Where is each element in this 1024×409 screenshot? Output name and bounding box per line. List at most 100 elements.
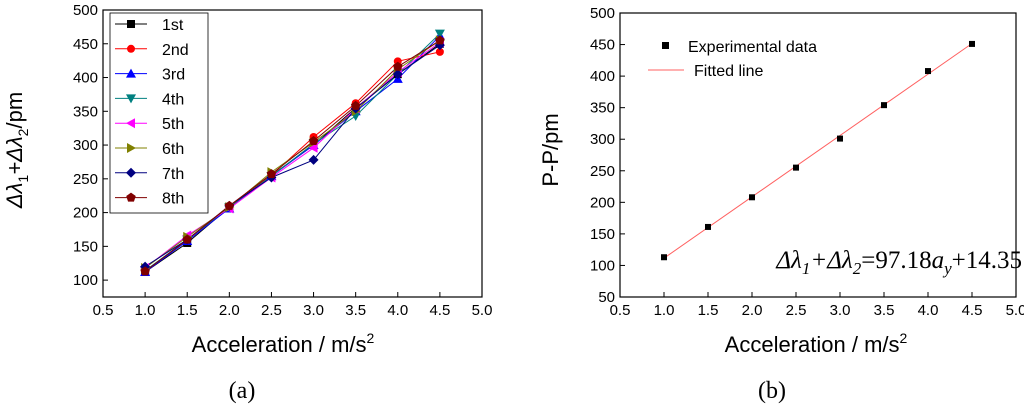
legend-label-6th: 6th bbox=[162, 141, 184, 158]
panel-a-x-tick-label: 5.0 bbox=[472, 302, 493, 319]
legend-marker-4th bbox=[126, 94, 136, 104]
panel-a-chart: 0.5 1.0 1.5 2.0 2.5 3.0 3.5 4.0 4.5 5.0 100 150 200 2… bbox=[2, 2, 492, 404]
legend-label-5th: 5th bbox=[162, 116, 184, 133]
data-point-7th bbox=[392, 69, 403, 80]
panel-a-x-tick-label: 4.0 bbox=[387, 302, 408, 319]
panel-a-x-tick-label: 4.5 bbox=[429, 302, 450, 319]
panel-b-label: (b) bbox=[758, 378, 786, 404]
legend-marker-5th bbox=[126, 118, 135, 129]
panel-b-series bbox=[661, 40, 975, 261]
panel-a-y-tick-label: 400 bbox=[73, 70, 98, 87]
experimental-data-point bbox=[925, 68, 931, 75]
panel-b-plot-frame bbox=[619, 12, 1017, 298]
panel-a-x-tick-label: 3.0 bbox=[303, 302, 324, 319]
panel-b-y-axis-label: P-P/pm bbox=[538, 113, 563, 186]
legend-label-2nd: 2nd bbox=[162, 42, 189, 59]
panel-b-x-tick-label: 5.0 bbox=[1006, 302, 1024, 319]
legend-label-3rd: 3rd bbox=[162, 67, 185, 84]
data-point-8th bbox=[266, 169, 277, 179]
panel-a-x-tick-label: 2.5 bbox=[261, 302, 282, 319]
legend-marker-7th bbox=[126, 167, 136, 178]
panel-b-y-tick-label: 250 bbox=[590, 163, 615, 180]
panel-a-y-tick-label: 150 bbox=[73, 238, 98, 255]
panel-b-y-tick-label: 50 bbox=[598, 289, 615, 306]
panel-b-y-tick-label: 300 bbox=[590, 131, 615, 148]
data-point-8th bbox=[224, 200, 235, 210]
panel-b-y-tick-label: 450 bbox=[590, 37, 615, 54]
legend-label-8th: 8th bbox=[162, 191, 184, 208]
panel-a-y-tick-label: 500 bbox=[73, 2, 98, 19]
data-point-5th bbox=[308, 142, 318, 153]
panel-b-y-tick-label: 200 bbox=[590, 194, 615, 211]
data-point-2nd bbox=[435, 47, 444, 56]
panel-b-y-tick-label: 150 bbox=[590, 226, 615, 243]
legend-marker-2nd bbox=[127, 44, 135, 53]
experimental-data-point bbox=[837, 135, 843, 142]
experimental-data-point bbox=[793, 164, 799, 171]
data-point-4th bbox=[434, 29, 445, 39]
legend-label-fitted-line: Fitted line bbox=[694, 63, 763, 80]
panel-a-y-axis-label: Δλ1+Δλ2/pm bbox=[2, 92, 31, 209]
panel-b-x-tick-label: 2.5 bbox=[786, 302, 807, 319]
panel-b-x-tick-label: 4.5 bbox=[962, 302, 983, 319]
experimental-data-point bbox=[661, 254, 667, 261]
legend-marker-8th bbox=[126, 192, 136, 202]
panel-b-chart: 0.5 1.0 1.5 2.0 2.5 3.0 3.5 4.0 4.5 5.0 50 100 150 20… bbox=[538, 5, 1024, 404]
panel-b-x-tick-label: 0.5 bbox=[610, 302, 631, 319]
panel-b-x-tick-label: 4.0 bbox=[918, 302, 939, 319]
panel-a-y-tick-label: 200 bbox=[73, 205, 98, 222]
panel-a-y-tick-label: 250 bbox=[73, 171, 98, 188]
data-point-8th bbox=[393, 61, 403, 71]
legend-marker-3rd bbox=[126, 68, 136, 78]
legend-label-4th: 4th bbox=[162, 91, 184, 108]
experimental-data-point bbox=[969, 40, 975, 47]
series-line-8th bbox=[144, 39, 441, 272]
panel-a-x-tick-label: 1.5 bbox=[177, 302, 198, 319]
legend-label-experimental-data: Experimental data bbox=[688, 39, 817, 56]
data-point-8th bbox=[182, 234, 192, 244]
experimental-data-point bbox=[881, 102, 887, 109]
series-line-5th bbox=[144, 41, 441, 269]
series-line-3rd bbox=[144, 35, 441, 273]
panel-a-x-tick-label: 3.5 bbox=[345, 302, 366, 319]
panel-b-x-tick-label: 1.5 bbox=[698, 302, 719, 319]
data-point-8th bbox=[308, 136, 319, 146]
panel-b-y-tick-label: 100 bbox=[590, 257, 615, 274]
panel-b-x-tick-label: 1.0 bbox=[654, 302, 675, 319]
panel-a-legend-frame bbox=[109, 12, 209, 214]
panel-b-x-tick-label: 3.5 bbox=[874, 302, 895, 319]
panel-b-ticks: 0.5 1.0 1.5 2.0 2.5 3.0 3.5 4.0 4.5 5.0 50 100 150 20… bbox=[590, 5, 1024, 319]
data-point-7th bbox=[308, 154, 319, 165]
experimental-data-point bbox=[705, 223, 711, 230]
legend-marker-1st bbox=[127, 20, 135, 28]
data-point-8th bbox=[435, 35, 445, 45]
panel-a-y-tick-label: 350 bbox=[73, 103, 98, 120]
panel-b-x-tick-label: 2.0 bbox=[742, 302, 763, 319]
panel-a-label: (a) bbox=[229, 378, 256, 404]
legend-label-1st: 1st bbox=[162, 17, 184, 34]
panel-a-plot-frame bbox=[102, 9, 483, 298]
legend-marker-experimental-data bbox=[662, 42, 669, 49]
panel-a-y-tick-label: 100 bbox=[73, 272, 98, 289]
legend-marker-6th bbox=[127, 143, 136, 153]
panel-b-y-tick-label: 500 bbox=[590, 5, 615, 22]
panel-b-y-tick-label: 350 bbox=[590, 100, 615, 117]
panel-b-fit-equation: Δλ1+Δλ2=97.18ay+14.35 bbox=[775, 247, 1022, 278]
panel-b-x-tick-label: 3.0 bbox=[830, 302, 851, 319]
panel-b-legend: Experimental data Fitted line bbox=[648, 39, 817, 80]
fitted-line bbox=[663, 43, 973, 259]
panel-a-y-tick-label: 300 bbox=[73, 137, 98, 154]
panel-a-series bbox=[140, 29, 445, 277]
panel-b-y-tick-label: 400 bbox=[590, 68, 615, 85]
panel-a-x-tick-label: 0.5 bbox=[93, 302, 114, 319]
panel-b-x-axis-label: Acceleration / m/s2 bbox=[725, 330, 908, 357]
data-point-8th bbox=[140, 266, 150, 276]
data-point-8th bbox=[350, 100, 361, 110]
panel-a-x-axis-label: Acceleration / m/s2 bbox=[192, 330, 375, 357]
panel-a-x-tick-label: 1.0 bbox=[135, 302, 156, 319]
panel-a-legend: 1st 2nd 3rd 4th 5th 6th 7th 8th bbox=[115, 17, 189, 208]
legend-label-7th: 7th bbox=[162, 166, 184, 183]
panel-a-y-tick-label: 450 bbox=[73, 36, 98, 53]
panel-a-ticks: 0.5 1.0 1.5 2.0 2.5 3.0 3.5 4.0 4.5 5.0 100 150 200 2… bbox=[73, 2, 492, 319]
